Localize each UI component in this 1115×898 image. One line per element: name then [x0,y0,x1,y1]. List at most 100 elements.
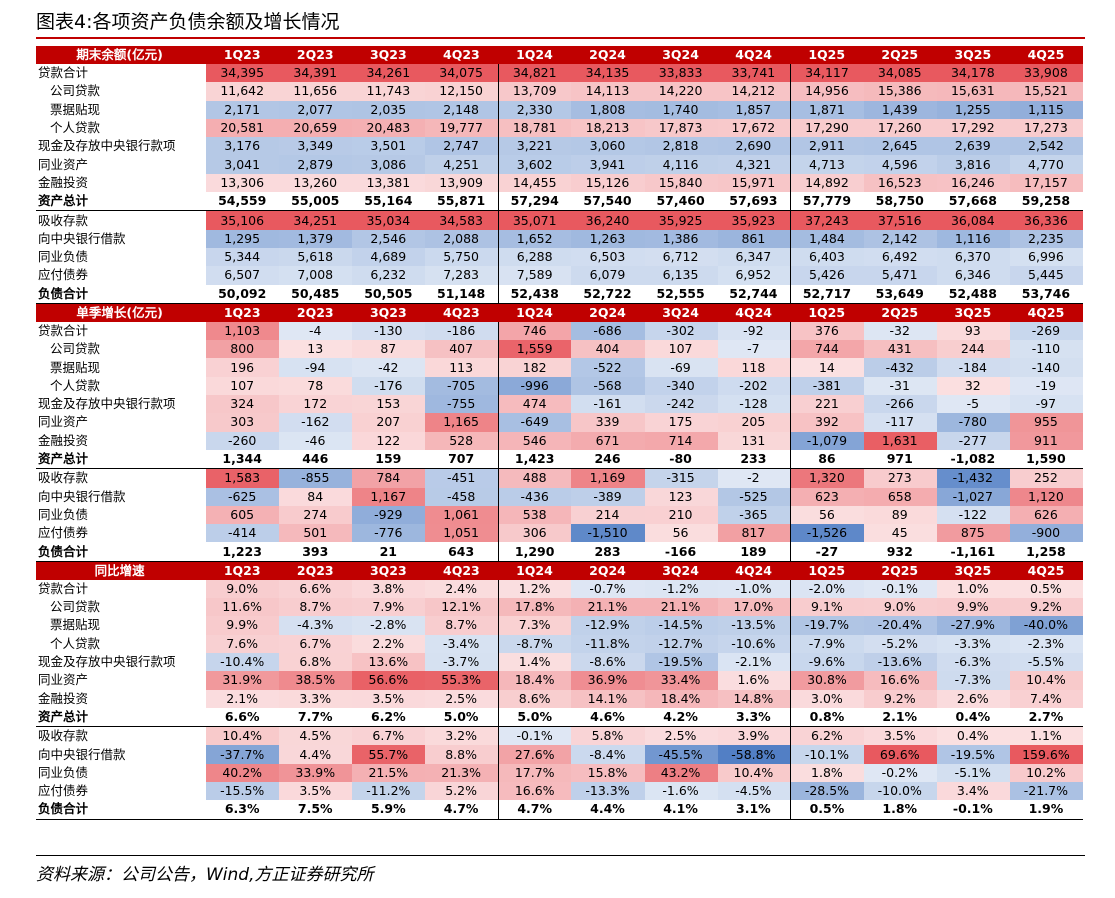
value-cell: 78 [279,376,353,396]
value-cell: 33,741 [717,64,792,83]
value-cell: 53,746 [1009,284,1083,304]
value-cell: -1,161 [936,542,1010,562]
value-cell: 34,117 [790,64,864,83]
value-cell: 53,649 [863,284,937,304]
value-cell: 7.7% [279,707,353,728]
value-cell: 3,060 [571,137,645,156]
value-cell: 52,744 [717,284,792,304]
value-cell: -14.5% [644,616,718,635]
value-cell: 3,941 [571,155,645,174]
table-row: 吸收存款 1,583 -855 784 -451 488 1,169 -315 -2 1,320 2… [36,468,1083,488]
quarter-header: 3Q25 [936,303,1010,322]
value-cell: 118 [717,358,792,377]
value-cell: 9.0% [206,579,280,599]
value-cell: 1,103 [206,321,280,341]
value-cell: 11,656 [279,82,353,101]
value-cell: -11.2% [352,781,426,801]
value-cell: -2.0% [790,579,864,599]
value-cell: -94 [279,358,353,377]
value-cell: 11.6% [206,598,280,617]
table-row: 现金及存放中央银行款项 324 172 153 -755 474 -161 -242 -128 2… [36,395,1083,414]
value-cell: 7,008 [279,266,353,285]
value-cell: -12.9% [571,616,645,635]
value-cell: 15,971 [717,173,792,193]
value-cell: 6.2% [352,707,426,728]
table-row: 票据贴现 2,171 2,077 2,035 2,148 2,330 1,808 1,740 1… [36,100,1083,119]
value-cell: 13.6% [352,652,426,672]
value-cell: 35,925 [644,210,718,230]
value-cell: 6.7% [352,726,426,746]
value-cell: 1,116 [936,229,1010,248]
value-cell: 7,589 [498,266,572,285]
value-cell: 407 [425,340,499,359]
quarter-header: 2Q24 [571,303,645,322]
table-row: 同业资产 303 -162 207 1,165 -649 339 175 205 392 -117-… [36,413,1083,432]
value-cell: 17.0% [717,598,792,617]
table-row: 同业资产 3,041 2,879 3,086 4,251 3,602 3,941 4,116 4… [36,155,1083,174]
value-cell: -5.5% [1009,652,1083,672]
value-cell: 446 [279,449,353,470]
value-cell: 1,808 [571,100,645,119]
value-cell: -11.8% [571,634,645,653]
value-cell: 6,996 [1009,247,1083,267]
value-cell: -13.6% [863,652,937,672]
value-cell: 27.6% [498,745,572,764]
value-cell: 59,258 [1009,192,1083,212]
row-label: 现金及存放中央银行款项 [38,654,176,670]
value-cell: 5,750 [425,247,499,267]
table-row: 个人贷款 20,581 20,659 20,483 19,777 18,781 18,213… [36,118,1083,138]
value-cell: 7.3% [498,616,572,635]
value-cell: 6,135 [644,266,718,285]
quarter-header: 3Q24 [644,303,718,322]
value-cell: 4.4% [279,745,353,764]
value-cell: 2.6% [936,689,1010,708]
value-cell: -202 [717,376,792,396]
value-cell: 6,288 [498,247,572,267]
value-cell: -0.2% [863,763,937,782]
value-cell: 474 [498,395,572,414]
value-cell: -166 [644,542,718,562]
row-label: 负债合计 [36,542,207,562]
value-cell: 55,164 [352,192,426,212]
value-cell: 3.3% [717,707,792,728]
value-cell: 21.1% [571,598,645,617]
value-cell: 40.2% [206,763,280,782]
value-cell: 52,488 [936,284,1010,304]
value-cell: -755 [425,395,499,414]
quarter-header: 4Q24 [717,303,791,322]
row-label: 同业负债 [38,506,89,522]
value-cell: 21.1% [644,598,718,617]
value-cell: 14.1% [571,689,645,708]
value-cell: 1,120 [1009,487,1083,506]
value-cell: 626 [1009,505,1083,525]
value-cell: 7,283 [425,266,499,285]
quarter-header: 4Q24 [717,561,791,580]
table-row: 同业资产 31.9% 38.5% 56.6% 55.3% 18.4% 36.9% 33.4% 1… [36,671,1083,690]
value-cell: 10.2% [1009,763,1083,782]
quarter-header: 3Q23 [352,561,426,580]
value-cell: 404 [571,340,645,359]
value-cell: 210 [644,505,718,525]
value-cell: 10.4% [1009,671,1083,690]
value-cell: -389 [571,487,645,506]
value-cell: 2,818 [644,137,718,156]
value-cell: 3.0% [790,689,864,708]
value-cell: 6.3% [206,800,280,820]
value-cell: 9.1% [790,598,864,617]
value-cell: 324 [206,395,280,414]
row-label: 同业负债 [38,249,89,265]
value-cell: 86 [790,449,864,470]
value-cell: 131 [717,431,792,450]
value-cell: 17,873 [644,118,718,138]
value-cell: 34,135 [571,64,645,83]
quarter-header: 1Q23 [206,303,280,322]
value-cell: 34,821 [498,64,572,83]
value-cell: 56 [790,505,864,525]
row-label: 同业资产 [38,156,89,172]
value-cell: -5.1% [936,763,1010,782]
value-cell: 55,005 [279,192,353,212]
value-cell: -1,079 [790,431,864,450]
quarter-header: 3Q23 [352,46,426,64]
value-cell: -27.9% [936,616,1010,635]
value-cell: 1,386 [644,229,718,248]
